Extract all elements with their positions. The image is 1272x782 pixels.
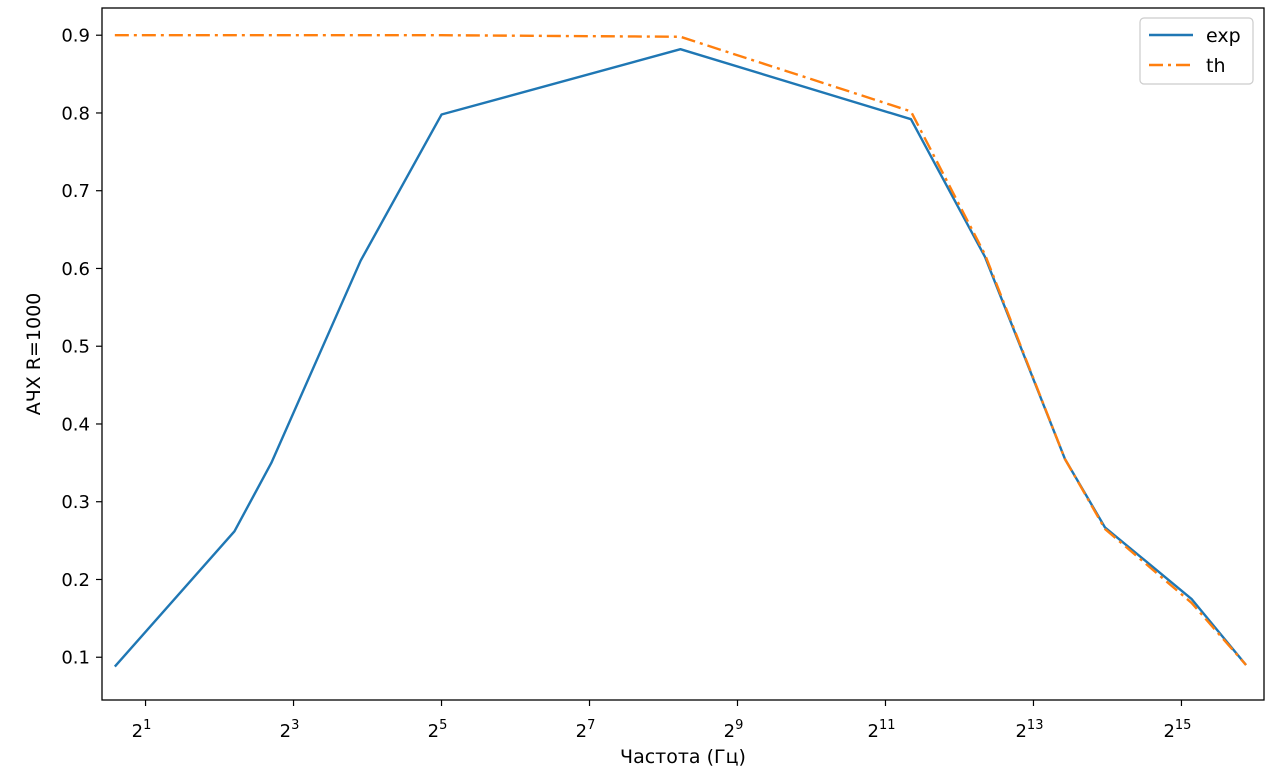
x-axis: 21 23 25 27 29 211 213 215 [132, 700, 1191, 742]
series-line-exp [113, 48, 1247, 668]
y-tick-label: 0.5 [61, 337, 90, 358]
y-tick-label: 0.9 [61, 26, 90, 47]
x-tick-label: 215 [1163, 718, 1191, 742]
y-axis-label: АЧХ R=1000 [23, 293, 45, 416]
y-tick-label: 0.8 [61, 103, 90, 124]
x-tick-label: 213 [1015, 718, 1043, 742]
legend-label-th: th [1206, 55, 1226, 77]
x-tick-label: 29 [724, 718, 744, 742]
series-layer [113, 34, 1247, 668]
plot-frame [101, 7, 1265, 701]
legend: exp th [1139, 17, 1254, 85]
x-tick-label: 25 [428, 718, 448, 742]
x-tick-label: 23 [280, 718, 300, 742]
y-tick-label: 0.1 [61, 648, 90, 669]
legend-label-exp: exp [1206, 25, 1241, 47]
y-tick-label: 0.4 [61, 414, 90, 435]
x-axis-label: Частота (Гц) [620, 746, 746, 768]
y-tick-label: 0.3 [61, 492, 90, 513]
y-tick-label: 0.7 [61, 181, 90, 202]
y-tick-label: 0.2 [61, 570, 90, 591]
y-tick-label: 0.6 [61, 259, 90, 280]
x-tick-label: 27 [576, 718, 596, 742]
series-line-th [114, 34, 1247, 666]
x-tick-label: 21 [132, 718, 152, 742]
x-tick-label: 211 [867, 718, 895, 742]
y-axis: 0.1 0.2 0.3 0.4 0.5 0.6 0.7 0.8 0.9 [61, 26, 102, 669]
